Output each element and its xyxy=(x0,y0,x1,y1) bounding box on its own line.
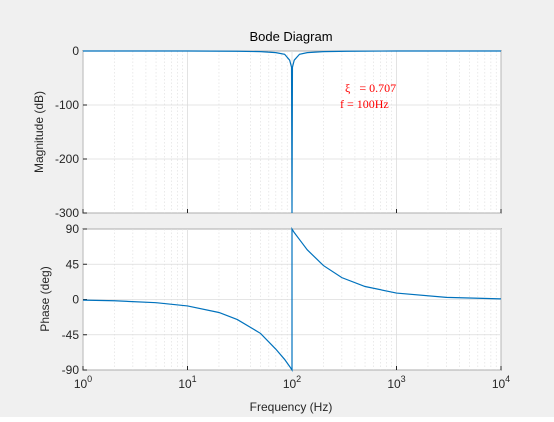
phase-y-tick-label: -90 xyxy=(62,363,80,377)
magnitude-y-tick-label: 0 xyxy=(72,44,79,58)
magnitude-series-line xyxy=(83,50,501,214)
x-tick-label: 103 xyxy=(387,374,405,391)
phase-y-tick-label: 0 xyxy=(72,293,79,307)
magnitude-y-ticks: 0 -100 -200 -300 xyxy=(55,44,502,220)
annotation-zeta: ξ = 0.707 xyxy=(345,81,396,95)
x-tick-label: 100 xyxy=(74,374,92,391)
phase-y-label: Phase (deg) xyxy=(38,266,52,331)
magnitude-y-tick-label: -300 xyxy=(55,206,79,220)
phase-y-tick-label: -45 xyxy=(62,328,80,342)
phase-y-ticks: 90 45 0 -45 -90 xyxy=(62,222,502,377)
magnitude-y-label: Magnitude (dB) xyxy=(32,91,46,173)
magnitude-y-tick-label: -200 xyxy=(55,152,79,166)
x-axis-label: Frequency (Hz) xyxy=(250,400,333,414)
x-tick-label: 101 xyxy=(178,374,196,391)
magnitude-y-tick-label: -100 xyxy=(55,98,79,112)
chart-title: Bode Diagram xyxy=(249,29,332,44)
phase-y-tick-label: 90 xyxy=(66,222,80,236)
x-tick-label: 102 xyxy=(283,374,301,391)
x-tick-labels: 100 101 102 103 104 xyxy=(74,374,510,391)
x-tick-label: 104 xyxy=(492,374,510,391)
phase-y-tick-label: 45 xyxy=(66,257,80,271)
annotation-frequency: f = 100Hz xyxy=(340,97,389,111)
phase-series-line xyxy=(82,226,502,372)
